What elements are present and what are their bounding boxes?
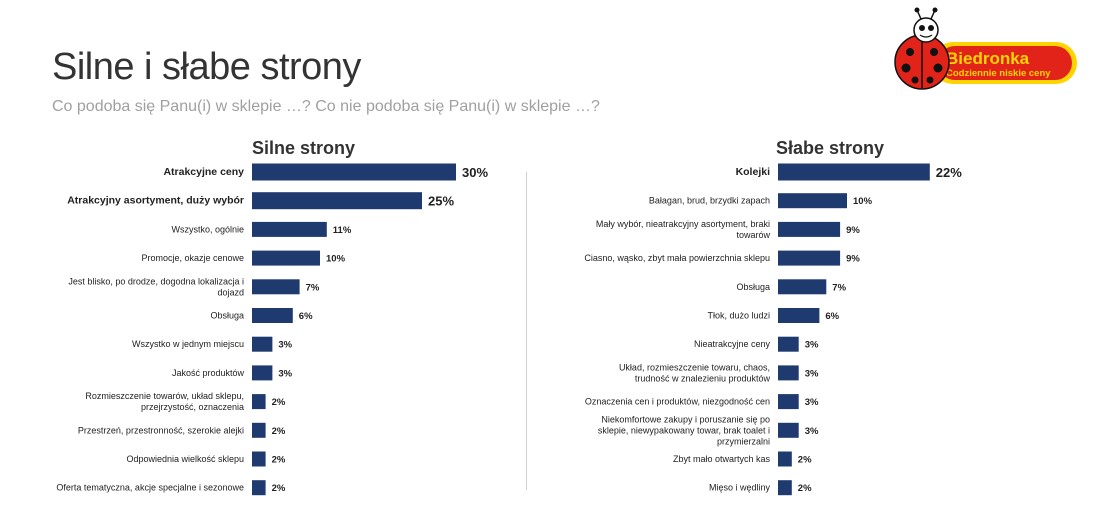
strong-bar: [252, 221, 327, 237]
weak-value-label: 9%: [846, 254, 860, 265]
weak-category-label: Oznaczenia cen i produktów, niezgodność …: [585, 397, 770, 407]
weak-bar: [778, 163, 930, 181]
weak-category-label: Mały wybór, nieatrakcyjny asortyment, br…: [596, 219, 771, 240]
weak-bar: [778, 279, 827, 295]
weak-chart-title: Słabe strony: [776, 138, 884, 158]
weak-bar: [778, 394, 799, 410]
strong-bar: [252, 192, 422, 210]
weak-bar: [778, 193, 847, 209]
weak-value-label: 3%: [805, 368, 819, 379]
strong-bar: [252, 422, 266, 438]
strong-category-label: Obsługa: [210, 311, 244, 321]
weak-category-label: Niekomfortowe zakupy i poruszanie się po…: [598, 414, 770, 446]
strong-bar: [252, 250, 320, 266]
weak-value-label: 6%: [825, 311, 839, 322]
strong-bar: [252, 394, 266, 410]
panel-divider: [526, 172, 527, 490]
strong-value-label: 3%: [278, 368, 292, 379]
strong-value-label: 2%: [272, 455, 286, 466]
strong-value-label: 11%: [333, 225, 352, 236]
strong-bar: [252, 163, 456, 181]
strong-category-label: Atrakcyjny asortyment, duży wybór: [67, 195, 244, 207]
page-subtitle: Co podoba się Panu(i) w sklepie …? Co ni…: [52, 98, 600, 115]
weak-category-label: Zbyt mało otwartych kas: [673, 454, 771, 464]
strong-value-label: 2%: [272, 397, 286, 408]
weak-bar: [778, 250, 841, 266]
strong-bar: [252, 451, 266, 467]
weak-category-label: Obsługa: [736, 282, 770, 292]
strong-category-label: Promocje, okazje cenowe: [141, 253, 244, 263]
strong-category-label: Atrakcyjne ceny: [163, 166, 244, 178]
strong-value-label: 7%: [306, 282, 320, 293]
weak-value-label: 2%: [798, 455, 812, 466]
strong-bar: [252, 480, 266, 496]
strong-category-label: Oferta tematyczna, akcje specjalne i sez…: [56, 483, 244, 493]
weak-value-label: 3%: [805, 426, 819, 437]
strong-bar: [252, 365, 273, 381]
weak-value-label: 9%: [846, 225, 860, 236]
strong-bar: [252, 308, 293, 323]
strong-category-label: Przestrzeń, przestronność, szerokie alej…: [78, 425, 244, 435]
strong-chart-title: Silne strony: [252, 138, 355, 158]
logo-tagline: Codziennie niskie ceny: [946, 68, 1051, 79]
weak-category-label: Kolejki: [736, 166, 771, 178]
strong-bar: [252, 336, 273, 352]
weak-value-label: 22%: [936, 165, 962, 180]
page-title: Silne i słabe strony: [52, 46, 361, 88]
weak-value-label: 3%: [805, 397, 819, 408]
strong-category-label: Wszystko w jednym miejscu: [132, 339, 244, 349]
strong-value-label: 10%: [326, 254, 346, 265]
strong-value-label: 2%: [272, 426, 286, 437]
logo-name: Biedronka: [946, 49, 1030, 68]
weak-bar: [778, 336, 799, 352]
weak-bar: [778, 422, 799, 438]
weak-bar: [778, 308, 820, 323]
weak-bar: [778, 365, 799, 381]
biedronka-logo: Biedronka Codziennie niskie ceny: [890, 6, 1080, 96]
strong-category-label: Odpowiednia wielkość sklepu: [126, 454, 244, 464]
weak-category-label: Tłok, dużo ludzi: [707, 311, 770, 321]
weak-bar: [778, 221, 841, 237]
strong-category-label: Rozmieszczenie towarów, układ sklepu, prz…: [85, 391, 244, 412]
weak-value-label: 3%: [805, 340, 819, 351]
strong-value-label: 2%: [272, 483, 286, 494]
strong-category-label: Wszystko, ogólnie: [171, 224, 244, 234]
strong-value-label: 3%: [278, 340, 292, 351]
weak-bar: [778, 451, 792, 467]
weak-value-label: 2%: [798, 483, 812, 494]
weak-category-label: Układ, rozmieszczenie towaru, chaos, trud…: [619, 362, 771, 383]
weak-category-label: Ciasno, wąsko, zbyt mała powierzchnia sk…: [584, 253, 770, 263]
strong-value-label: 30%: [462, 165, 488, 180]
strong-value-label: 6%: [299, 311, 313, 322]
weak-value-label: 10%: [853, 196, 873, 207]
strong-category-label: Jakość produktów: [172, 368, 245, 378]
weak-category-label: Mięso i wędliny: [709, 483, 771, 493]
weak-value-label: 7%: [832, 282, 846, 293]
strong-category-label: Jest blisko, po drodze, dogodna lokaliza…: [68, 276, 244, 297]
weak-category-label: Nieatrakcyjne ceny: [694, 339, 771, 349]
strong-bar: [252, 279, 300, 295]
strong-value-label: 25%: [428, 194, 454, 209]
weak-category-label: Bałagan, brud, brzydki zapach: [649, 196, 770, 206]
weak-bar: [778, 480, 792, 496]
